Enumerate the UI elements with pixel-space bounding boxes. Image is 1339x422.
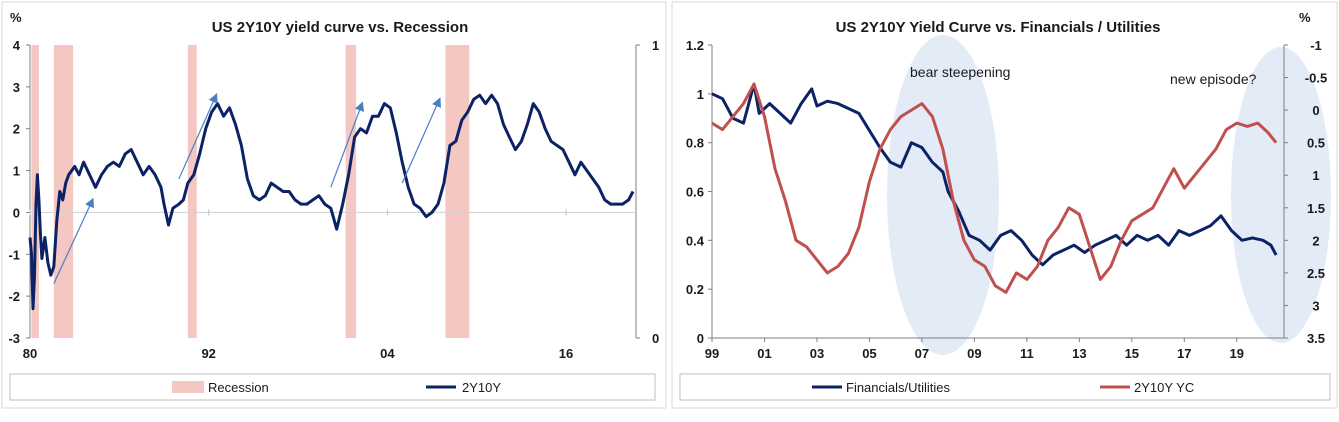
y-tick-label: -2 <box>8 289 20 304</box>
x-tick-label: 15 <box>1125 346 1139 361</box>
left-y-unit-label: % <box>10 10 22 25</box>
x-tick-label: 05 <box>862 346 876 361</box>
left-chart-title: US 2Y10Y yield curve vs. Recession <box>212 19 469 36</box>
left-x-ticks: 80 92 04 16 <box>23 209 573 361</box>
series-line-2y10y-yc <box>711 82 1278 294</box>
y2-tick-label: 2 <box>1312 233 1319 248</box>
y-tick-label: 1.2 <box>686 38 704 53</box>
legend-recession-swatch <box>172 381 204 393</box>
y-tick-label: 0.8 <box>686 136 704 151</box>
x-tick-label: 92 <box>201 346 215 361</box>
x-tick-label: 04 <box>380 346 395 361</box>
right-x-ticks: 99 01 03 05 07 09 11 13 15 17 19 <box>705 338 1244 361</box>
x-tick-label: 09 <box>967 346 981 361</box>
y2-tick-label: 3 <box>1312 298 1319 313</box>
steepening-arrows <box>53 93 441 284</box>
x-tick-label: 16 <box>559 346 573 361</box>
right-y-ticks: 0 0.2 0.4 0.6 0.8 1 1.2 <box>686 38 712 346</box>
right-chart-title: US 2Y10Y Yield Curve vs. Financials / Ut… <box>836 19 1161 36</box>
x-tick-label: 99 <box>705 346 719 361</box>
steepening-arrow <box>178 93 218 180</box>
x-tick-label: 17 <box>1177 346 1191 361</box>
y-tick-label: 1 <box>13 164 20 179</box>
y-tick-label: 4 <box>13 38 21 53</box>
left-chart-panel: US 2Y10Y yield curve vs. Recession % -3-… <box>0 0 668 417</box>
legend-yc-label: 2Y10Y YC <box>1134 380 1194 395</box>
steepening-arrow <box>330 101 365 188</box>
x-tick-label: 13 <box>1072 346 1086 361</box>
y2-tick-label: 0 <box>1312 103 1319 118</box>
yield-curve-series <box>28 93 635 311</box>
legend-recession-label: Recession <box>208 380 269 395</box>
x-tick-label: 03 <box>810 346 824 361</box>
x-tick-label: 80 <box>23 346 37 361</box>
recession-band <box>187 45 197 338</box>
left-y-ticks: -3 -2 -1 0 1 2 3 4 <box>8 38 30 346</box>
y2-tick-label: 1 <box>1312 168 1319 183</box>
bear-steepening-ellipse <box>887 35 999 355</box>
y2-tick-label: 0.5 <box>1307 136 1325 151</box>
y-tick-label: 0.4 <box>686 233 705 248</box>
y-tick-label: 0.6 <box>686 185 704 200</box>
steepening-arrow <box>53 197 94 284</box>
right-legend: Financials/Utilities 2Y10Y YC <box>679 373 1331 401</box>
x-tick-label: 07 <box>915 346 929 361</box>
y-tick-label: -3 <box>8 331 20 346</box>
y2-tick-label: 1 <box>652 38 659 53</box>
left-y2-ticks: 01 <box>636 38 659 346</box>
y-tick-label: 2 <box>13 122 20 137</box>
steepening-arrow <box>401 97 441 184</box>
y2-tick-label: 2.5 <box>1307 266 1325 281</box>
right-chart: US 2Y10Y Yield Curve vs. Financials / Ut… <box>671 1 1338 409</box>
annotation-bear-steepening: bear steepening <box>910 64 1010 80</box>
annotation-new-episode: new episode? <box>1170 71 1257 87</box>
y2-tick-label: 0 <box>652 331 659 346</box>
left-chart: US 2Y10Y yield curve vs. Recession % -3-… <box>1 1 667 409</box>
y-tick-label: 3 <box>13 80 20 95</box>
x-tick-label: 11 <box>1020 346 1034 361</box>
legend-2y10y-label: 2Y10Y <box>462 380 501 395</box>
recession-band <box>345 45 357 338</box>
y-tick-label: 1 <box>697 87 704 102</box>
new-episode-ellipse <box>1231 47 1331 343</box>
right-chart-panel: US 2Y10Y Yield Curve vs. Financials / Ut… <box>670 0 1339 417</box>
financials-and-yc-series <box>711 82 1278 294</box>
left-legend: Recession 2Y10Y <box>9 373 656 401</box>
y-tick-label: -1 <box>8 247 20 262</box>
y2-tick-label: -0.5 <box>1305 71 1327 86</box>
x-tick-label: 01 <box>757 346 771 361</box>
right-y2-ticks: 3.5 3 2.5 2 1.5 1 0.5 0 -0.5 -1 <box>1284 38 1327 346</box>
right-y-unit-label: % <box>1299 10 1311 25</box>
y2-tick-label: 3.5 <box>1307 331 1325 346</box>
y-tick-label: 0.2 <box>686 282 704 297</box>
legend-financials-label: Financials/Utilities <box>846 380 951 395</box>
series-line-2y10y <box>28 93 635 311</box>
y2-tick-label: -1 <box>1310 38 1322 53</box>
y-tick-label: 0 <box>13 205 20 220</box>
y2-tick-label: 1.5 <box>1307 201 1325 216</box>
y-tick-label: 0 <box>697 331 704 346</box>
series-line-financials-utilities <box>711 82 1278 267</box>
recession-band <box>445 45 470 338</box>
x-tick-label: 19 <box>1230 346 1244 361</box>
